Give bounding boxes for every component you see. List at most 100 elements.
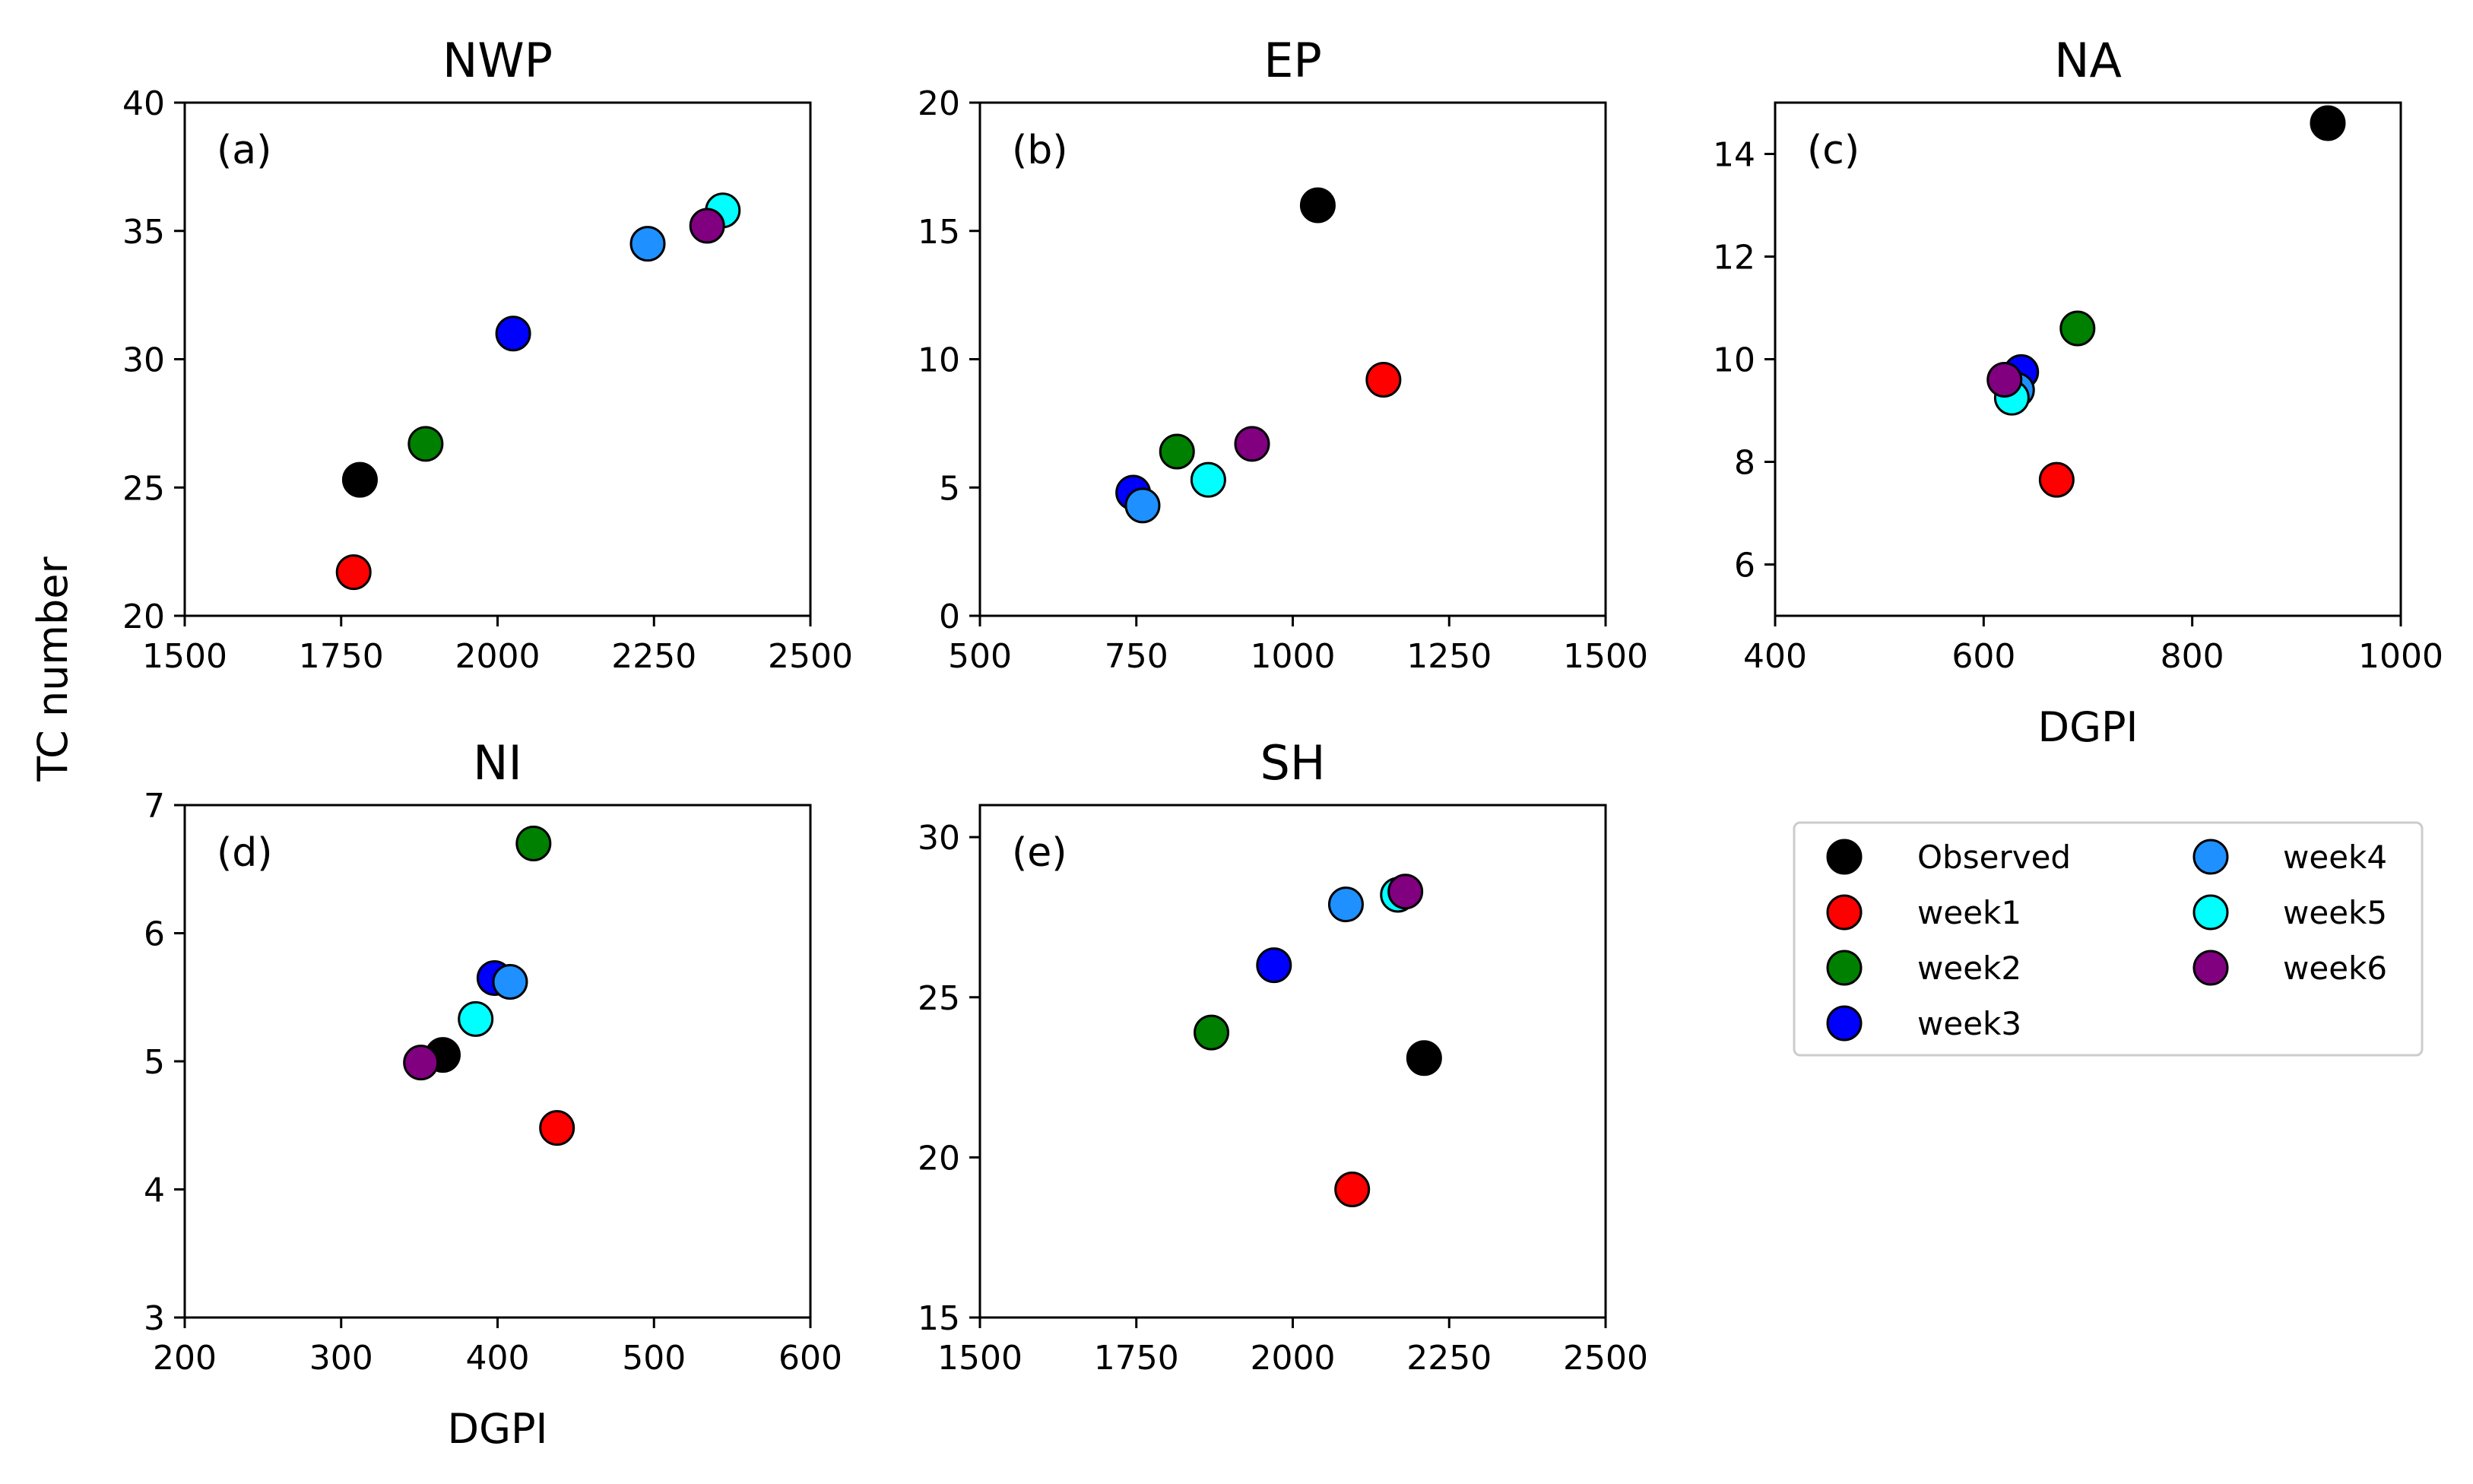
panel-ep: 500 750 1000 1250 1500 0 5 10 15 20 EP (b) (918, 33, 1648, 676)
y-tick-label: 30 (918, 819, 960, 858)
legend: Observed week1 week2 week3 week4 week5 week6 (1793, 821, 2424, 1057)
y-tick-label: 0 (939, 598, 960, 636)
panel-ni: 200 300 400 500 600 3 4 5 6 7 NI (d) DGPI (144, 735, 842, 1453)
point-observed (341, 461, 378, 498)
y-tick-label: 15 (918, 213, 960, 252)
panel-letter: (b) (1012, 128, 1068, 173)
panel-title: NI (473, 735, 522, 791)
panel-letter: (c) (1807, 128, 1860, 173)
y-tick-label: 10 (918, 341, 960, 380)
y-tick-label: 8 (1734, 444, 1755, 483)
plot-frame (183, 804, 812, 1319)
x-axis-label: DGPI (448, 1405, 548, 1453)
y-tick-label: 20 (918, 84, 960, 123)
point-week1 (1334, 1172, 1371, 1207)
plot-frame (1774, 101, 2402, 617)
point-week1 (335, 554, 372, 591)
x-tick-label: 300 (309, 1339, 373, 1378)
y-tick-label: 14 (1713, 136, 1755, 175)
legend-entry-observed: Observed (1826, 839, 2071, 876)
point-week2 (515, 826, 552, 862)
point-week6 (1387, 874, 1424, 910)
plot-frame (183, 101, 812, 617)
legend-entry-week6: week6 (2192, 950, 2387, 987)
point-week4 (629, 226, 666, 262)
y-tick-label: 7 (144, 787, 165, 826)
point-observed (2310, 105, 2346, 141)
y-tick-label: 40 (122, 84, 165, 123)
legend-marker (1826, 950, 1863, 986)
x-tick-label: 2250 (611, 637, 696, 676)
point-week6 (1986, 362, 2023, 398)
legend-marker (1826, 839, 1863, 875)
y-tick-label: 25 (918, 979, 960, 1018)
y-tick-label: 10 (1713, 341, 1755, 380)
legend-label: week6 (2283, 950, 2387, 987)
legend-label: week3 (1917, 1005, 2021, 1042)
x-tick-label: 2250 (1406, 1339, 1492, 1378)
point-week1 (2038, 461, 2075, 498)
panel-na: 400 600 800 1000 6 8 10 12 14 NA (c) DGPI (1713, 33, 2443, 751)
y-axis-label: TC number (29, 556, 77, 782)
x-tick-label: 1500 (142, 637, 227, 676)
legend-label: week1 (1917, 894, 2021, 931)
y-tick-label: 15 (918, 1299, 960, 1338)
point-week1 (539, 1110, 575, 1146)
point-week4 (492, 964, 528, 1000)
point-week3 (1256, 947, 1292, 984)
legend-label: week5 (2283, 894, 2387, 931)
x-tick-label: 2500 (768, 637, 853, 676)
legend-marker (2192, 839, 2229, 875)
y-tick-label: 6 (1734, 547, 1755, 585)
x-axis-label: DGPI (2038, 703, 2139, 751)
x-tick-label: 800 (2161, 637, 2224, 676)
y-tick-label: 12 (1713, 239, 1755, 277)
legend-frame (1793, 821, 2424, 1057)
legend-entry-week2: week2 (1826, 950, 2021, 987)
legend-entry-week3: week3 (1826, 1005, 2021, 1042)
y-tick-label: 35 (122, 213, 165, 252)
point-week5 (458, 1000, 494, 1037)
x-tick-label: 500 (948, 637, 1012, 676)
point-week2 (1194, 1014, 1230, 1051)
point-week2 (2059, 310, 2096, 347)
panel-letter: (a) (217, 128, 271, 173)
panel-title: NWP (442, 33, 553, 88)
legend-label: week2 (1917, 950, 2021, 987)
panel-letter: (e) (1012, 830, 1067, 876)
x-tick-label: 600 (1951, 637, 2015, 676)
x-tick-label: 1000 (2358, 637, 2443, 676)
x-tick-label: 1000 (1251, 637, 1336, 676)
x-tick-label: 400 (1743, 637, 1807, 676)
point-week2 (407, 426, 444, 462)
x-tick-label: 1500 (937, 1339, 1022, 1378)
point-week4 (1327, 886, 1364, 923)
legend-marker (1826, 1005, 1863, 1042)
point-week6 (689, 208, 725, 244)
x-tick-label: 400 (466, 1339, 530, 1378)
x-tick-label: 1750 (1094, 1339, 1179, 1378)
y-tick-label: 30 (122, 341, 165, 380)
panel-nwp: 1500 1750 2000 2250 2500 20 25 30 35 40 NWP (a) (122, 33, 853, 676)
x-tick-label: 500 (622, 1339, 686, 1378)
panel-title: NA (2054, 33, 2122, 88)
legend-marker (2192, 894, 2229, 931)
point-week6 (1234, 426, 1270, 462)
x-tick-label: 600 (778, 1339, 842, 1378)
y-tick-label: 5 (144, 1043, 165, 1082)
y-tick-label: 20 (918, 1139, 960, 1178)
legend-label: week4 (2283, 839, 2387, 876)
panel-sh: 1500 1750 2000 2250 2500 15 20 25 30 SH (e) (918, 735, 1648, 1378)
x-tick-label: 2000 (455, 637, 541, 676)
y-tick-label: 25 (122, 469, 165, 508)
plot-frame (978, 804, 1607, 1319)
legend-entry-week1: week1 (1826, 894, 2021, 931)
point-week4 (1124, 487, 1161, 524)
y-tick-label: 5 (939, 469, 960, 508)
x-tick-label: 200 (153, 1339, 217, 1378)
x-tick-label: 2000 (1251, 1339, 1336, 1378)
point-observed (1406, 1040, 1442, 1077)
point-week2 (1159, 433, 1195, 470)
x-tick-label: 1500 (1563, 637, 1648, 676)
